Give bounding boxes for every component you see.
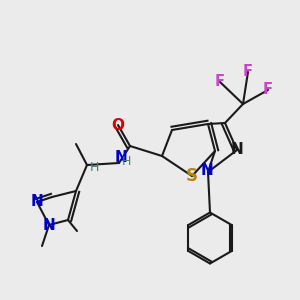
Text: O: O: [112, 118, 124, 133]
Text: F: F: [215, 74, 225, 89]
Text: H: H: [122, 155, 131, 168]
Text: N: N: [231, 142, 243, 158]
Text: H: H: [90, 161, 99, 174]
Text: F: F: [263, 82, 273, 98]
Text: N: N: [31, 194, 44, 209]
Text: F: F: [243, 64, 253, 80]
Text: N: N: [200, 163, 213, 178]
Text: S: S: [186, 167, 198, 185]
Text: N: N: [114, 150, 127, 165]
Text: N: N: [43, 218, 56, 232]
